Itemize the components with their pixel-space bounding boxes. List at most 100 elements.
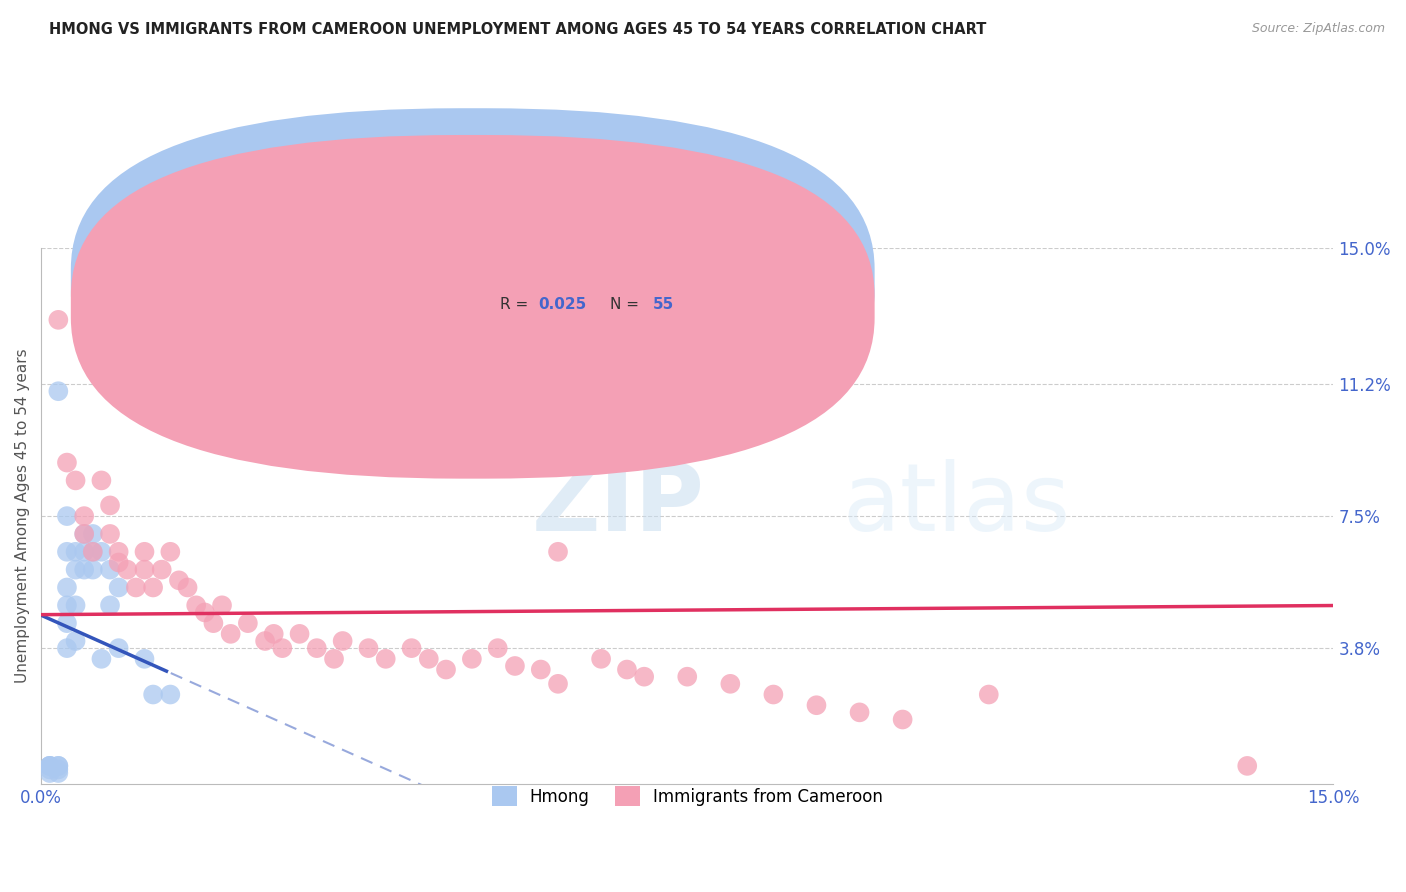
Text: -0.140: -0.140 — [538, 270, 593, 285]
Legend: Hmong, Immigrants from Cameroon: Hmong, Immigrants from Cameroon — [485, 780, 890, 813]
Text: R =: R = — [501, 297, 533, 312]
Point — [38, 759, 60, 773]
Point — [98, 563, 121, 577]
Point — [142, 688, 165, 702]
Point — [98, 527, 121, 541]
Point — [418, 652, 440, 666]
Point — [530, 663, 553, 677]
Point — [73, 509, 96, 524]
Point — [503, 659, 526, 673]
Point — [56, 581, 79, 595]
Point — [73, 527, 96, 541]
Point — [73, 563, 96, 577]
Point — [357, 641, 380, 656]
Point — [159, 545, 181, 559]
Point — [90, 474, 112, 488]
Point — [82, 545, 104, 559]
Point — [891, 713, 914, 727]
Point — [194, 606, 217, 620]
Point — [46, 313, 69, 327]
Point — [134, 545, 156, 559]
Point — [134, 652, 156, 666]
Point — [46, 384, 69, 399]
Point — [977, 688, 1000, 702]
Text: R =: R = — [501, 270, 533, 285]
Point — [82, 563, 104, 577]
FancyBboxPatch shape — [436, 257, 713, 334]
Point — [547, 545, 569, 559]
Point — [211, 599, 233, 613]
Point — [56, 599, 79, 613]
Text: Source: ZipAtlas.com: Source: ZipAtlas.com — [1251, 22, 1385, 36]
Point — [176, 581, 198, 595]
Point — [486, 641, 509, 656]
Point — [1236, 759, 1258, 773]
Point — [56, 456, 79, 470]
Point — [288, 627, 311, 641]
Point — [98, 599, 121, 613]
Point — [616, 663, 638, 677]
Point — [332, 634, 354, 648]
Point — [676, 670, 699, 684]
Point — [90, 652, 112, 666]
Point — [38, 763, 60, 777]
Point — [38, 766, 60, 780]
Point — [90, 545, 112, 559]
Point — [117, 563, 139, 577]
Point — [219, 627, 242, 641]
Point — [167, 574, 190, 588]
Point — [56, 641, 79, 656]
Point — [46, 763, 69, 777]
Point — [848, 706, 870, 720]
Point — [236, 616, 259, 631]
Text: 55: 55 — [652, 297, 673, 312]
Point — [65, 545, 87, 559]
Point — [98, 499, 121, 513]
Point — [142, 581, 165, 595]
Point — [38, 759, 60, 773]
Point — [806, 698, 828, 713]
Point — [56, 509, 79, 524]
Point — [46, 766, 69, 780]
FancyBboxPatch shape — [70, 108, 875, 452]
Point — [461, 652, 484, 666]
Point — [65, 563, 87, 577]
Point — [56, 616, 79, 631]
Point — [107, 545, 129, 559]
Point — [82, 545, 104, 559]
Point — [762, 688, 785, 702]
Point — [591, 652, 613, 666]
Point — [263, 627, 285, 641]
Point — [271, 641, 294, 656]
Point — [374, 652, 396, 666]
Y-axis label: Unemployment Among Ages 45 to 54 years: Unemployment Among Ages 45 to 54 years — [15, 349, 30, 683]
Point — [107, 641, 129, 656]
Point — [107, 581, 129, 595]
Point — [633, 670, 655, 684]
Text: ZIP: ZIP — [533, 459, 704, 551]
Point — [150, 563, 173, 577]
Point — [434, 663, 457, 677]
Point — [186, 599, 208, 613]
Point — [65, 599, 87, 613]
Point — [56, 545, 79, 559]
Point — [254, 634, 277, 648]
Text: 35: 35 — [652, 270, 673, 285]
Point — [73, 527, 96, 541]
Point — [65, 474, 87, 488]
Text: N =: N = — [610, 297, 644, 312]
Point — [65, 634, 87, 648]
Point — [547, 677, 569, 691]
FancyBboxPatch shape — [70, 135, 875, 479]
Point — [107, 556, 129, 570]
Point — [323, 652, 346, 666]
Point — [46, 759, 69, 773]
Point — [73, 545, 96, 559]
Text: N =: N = — [610, 270, 644, 285]
Text: atlas: atlas — [842, 459, 1070, 551]
Point — [202, 616, 225, 631]
Point — [82, 527, 104, 541]
Point — [134, 563, 156, 577]
Text: HMONG VS IMMIGRANTS FROM CAMEROON UNEMPLOYMENT AMONG AGES 45 TO 54 YEARS CORRELA: HMONG VS IMMIGRANTS FROM CAMEROON UNEMPL… — [49, 22, 987, 37]
Point — [401, 641, 423, 656]
